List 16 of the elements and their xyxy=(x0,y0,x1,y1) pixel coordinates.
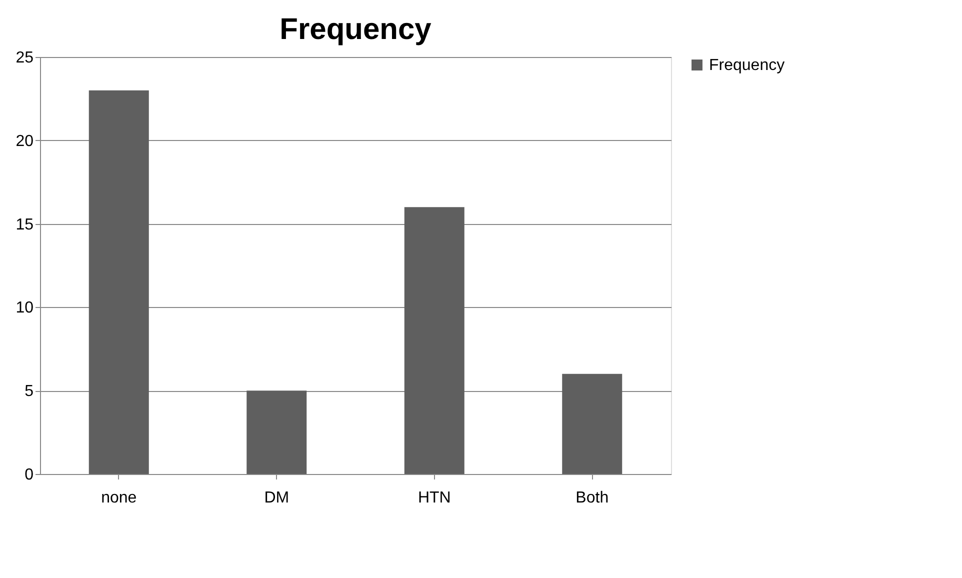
y-tick-label: 10 xyxy=(16,300,34,317)
bar xyxy=(246,390,307,474)
y-tick-label: 20 xyxy=(16,132,34,150)
bar xyxy=(562,374,622,474)
y-tick-label: 25 xyxy=(16,50,34,66)
bar xyxy=(88,90,149,474)
bar xyxy=(404,207,464,474)
y-tick-label: 0 xyxy=(24,466,34,484)
legend-label: Frequency xyxy=(709,57,785,74)
x-tick-label: none xyxy=(101,490,137,506)
chart-title: Frequency xyxy=(280,13,432,46)
x-tick-label: Both xyxy=(576,490,609,506)
x-tick-label: DM xyxy=(264,490,290,506)
y-tick-label: 5 xyxy=(24,383,34,400)
x-tick-label: HTN xyxy=(418,490,451,506)
y-tick-label: 15 xyxy=(16,216,34,234)
